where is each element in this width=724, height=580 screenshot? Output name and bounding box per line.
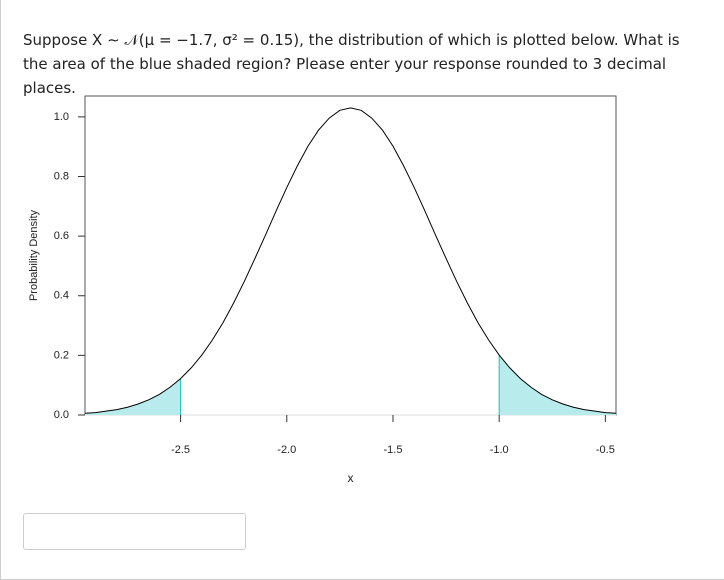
density-curve [84, 107, 617, 414]
shaded-region [85, 378, 181, 415]
question-text: Suppose X ∼ 𝒩(μ = −1.7, σ² = 0.15), the … [23, 31, 680, 97]
plot-frame [84, 95, 617, 416]
shaded-region [499, 355, 616, 415]
y-tick-label: 0.4 [54, 290, 69, 302]
x-tick-label: -1.0 [490, 444, 509, 456]
y-tick-label: 0.0 [54, 409, 69, 421]
y-tick-label: 0.6 [54, 230, 69, 242]
y-tick-label: 0.2 [54, 349, 69, 361]
answer-input[interactable] [23, 513, 246, 550]
y-tick-label: 1.0 [54, 111, 69, 123]
x-axis-label: x [348, 471, 354, 485]
y-axis-label: Probability Density [28, 209, 40, 301]
y-tick-label: 0.8 [54, 170, 69, 182]
x-tick-label: -1.5 [383, 444, 402, 456]
x-tick-label: -0.5 [596, 444, 615, 456]
x-tick-label: -2.5 [171, 444, 190, 456]
chart: 0.0 0.2 0.4 0.6 0.8 1.0 -2.5 -2.0 -1.5 -1.0 -0.5 x P… [28, 95, 617, 485]
x-tick-label: -2.0 [277, 444, 296, 456]
